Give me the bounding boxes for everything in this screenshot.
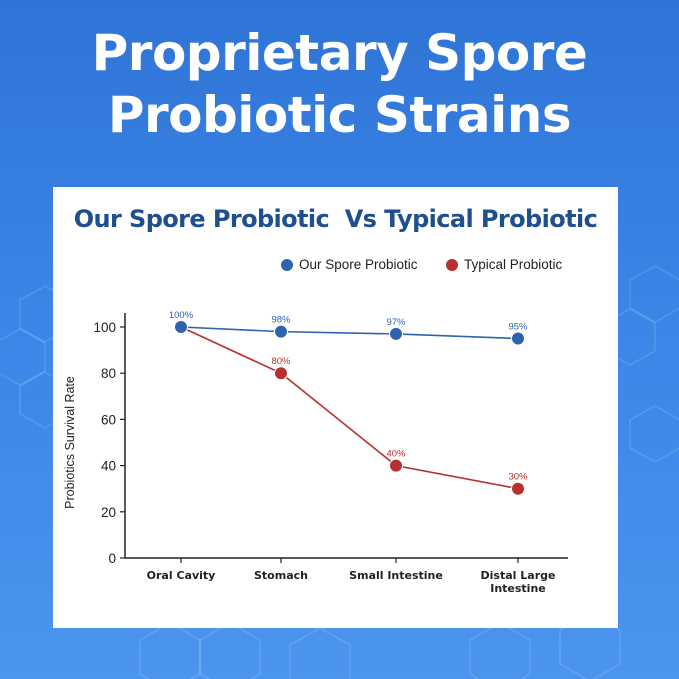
legend-dot-typical-icon [446,259,458,271]
data-point-0-3 [511,331,525,346]
data-label-0-3: 95% [508,322,528,333]
x-tick-label: Small Intestine [349,569,443,582]
x-tick-label: Stomach [254,569,308,582]
x-tick-label: Distal Large [481,569,556,582]
y-tick-label: 0 [108,551,116,566]
legend-item-spore: Our Spore Probiotic [281,257,418,272]
headline: Proprietary Spore Probiotic Strains [0,22,679,146]
data-point-1-3 [511,481,525,496]
data-label-1-3: 30% [508,472,528,483]
y-tick-label: 40 [101,459,116,474]
data-label-0-0: 100% [169,310,194,321]
data-point-0-2 [389,326,403,341]
x-tick-label: Intestine [490,582,546,595]
headline-line-2: Probiotic Strains [107,86,572,144]
series-line-0 [180,326,519,340]
chart-card: Our Spore Probiotic Vs Typical Probiotic… [53,187,618,628]
data-point-1-2 [389,458,403,473]
legend-item-typical: Typical Probiotic [446,257,562,272]
line-chart: 0 20 40 60 80 100 Probiotics Survival Rate Oral… [63,310,568,595]
data-label-0-1: 98% [271,315,291,326]
data-label-1-1: 80% [271,356,291,367]
y-tick-label: 100 [93,320,116,335]
series-line-1 [180,326,519,490]
chart-title: Our Spore Probiotic Vs Typical Probiotic [73,205,598,233]
data-label-1-2: 40% [386,449,406,460]
y-tick-label: 80 [101,366,116,381]
data-point-0-1 [274,324,288,339]
legend-dot-spore-icon [281,259,293,271]
data-point-1-1 [274,366,288,381]
y-axis-title: Probiotics Survival Rate [63,376,77,509]
legend-label-spore: Our Spore Probiotic [299,257,418,272]
y-tick-label: 20 [101,505,116,520]
headline-line-1: Proprietary Spore [91,24,588,82]
legend-label-typical: Typical Probiotic [464,257,563,272]
data-point-0-0 [174,320,188,334]
y-tick-label: 60 [101,412,116,427]
x-tick-label: Oral Cavity [147,569,216,582]
data-label-0-2: 97% [386,317,406,328]
